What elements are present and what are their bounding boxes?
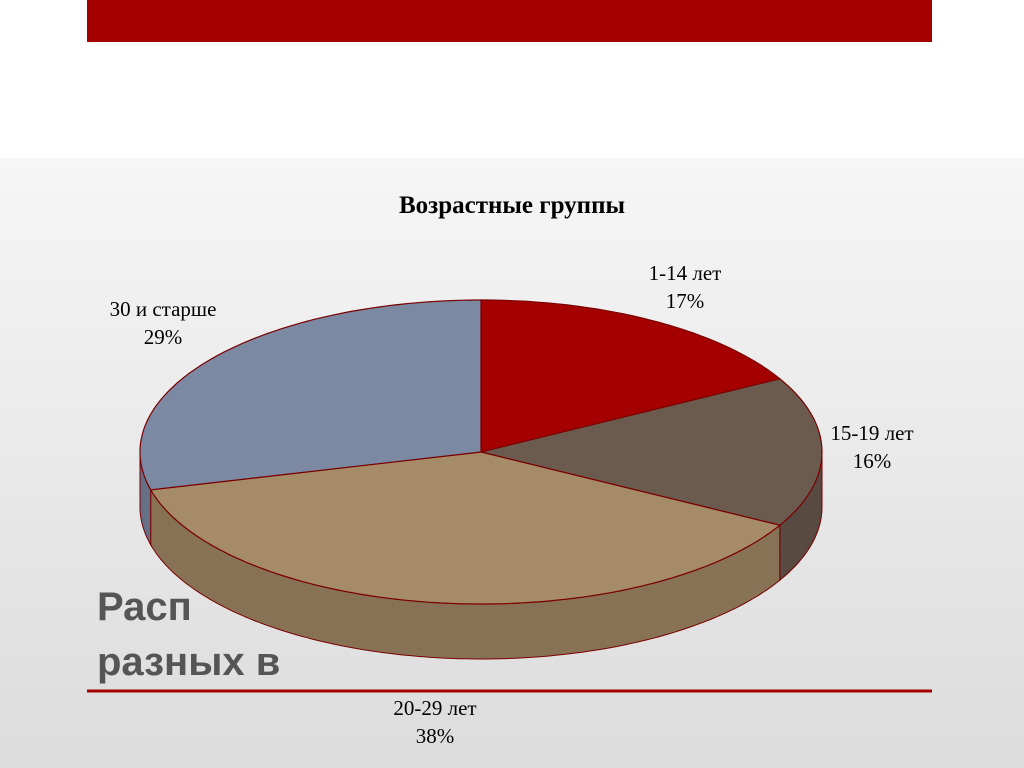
slice-label: 20-29 лет [393, 696, 476, 720]
slice [149, 451, 782, 605]
slide-title: разных в [97, 640, 280, 684]
slice [480, 378, 823, 526]
value-label: 38% [416, 724, 455, 748]
slide-title: Расп [97, 585, 192, 629]
value-label: 17% [666, 289, 705, 313]
slice-label: 1-14 лет [649, 261, 722, 285]
pie [139, 299, 823, 660]
slice-label: 30 и старше [110, 297, 217, 321]
value-label: 29% [144, 325, 183, 349]
top-bar [87, 0, 932, 42]
slice-label: 15-19 лет [830, 421, 913, 445]
value-label: 16% [853, 449, 892, 473]
slice [480, 299, 782, 453]
chart-title: Возрастные группы [399, 192, 625, 219]
slice [139, 299, 482, 491]
